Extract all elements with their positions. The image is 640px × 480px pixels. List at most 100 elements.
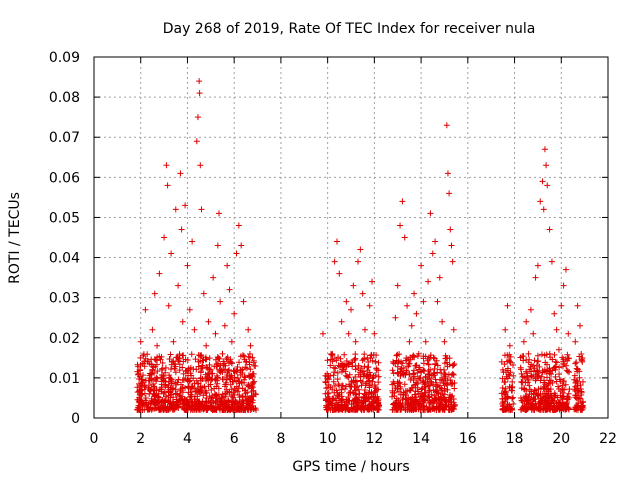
data-point [366, 377, 373, 384]
data-point [429, 250, 436, 257]
data-point [135, 370, 142, 377]
data-point [449, 362, 456, 369]
data-point [540, 206, 547, 213]
data-point [347, 390, 354, 397]
data-point [177, 387, 184, 394]
data-point [432, 238, 439, 245]
data-point [438, 387, 445, 394]
data-point [519, 353, 526, 360]
data-point [249, 380, 256, 387]
data-point [509, 378, 516, 385]
data-point [172, 206, 179, 213]
data-point [410, 367, 417, 374]
data-point [359, 357, 366, 364]
data-point [534, 262, 541, 269]
data-point [574, 405, 581, 412]
data-point [207, 381, 214, 388]
data-point [506, 358, 513, 365]
data-point [336, 270, 343, 277]
data-point [523, 398, 530, 405]
data-point [531, 386, 538, 393]
data-point [374, 405, 381, 412]
data-point [151, 393, 158, 400]
y-tick-label: 0.05 [49, 210, 80, 226]
data-point [214, 353, 221, 360]
data-point [252, 390, 259, 397]
data-point [329, 358, 336, 365]
data-point [187, 364, 194, 371]
data-point [171, 365, 178, 372]
data-point [441, 397, 448, 404]
data-point [139, 360, 146, 367]
x-tick-label: 22 [599, 431, 617, 447]
data-point [562, 401, 569, 408]
data-point [535, 392, 542, 399]
data-point [352, 387, 359, 394]
data-point [544, 374, 551, 381]
data-point [544, 182, 551, 189]
data-point [571, 406, 578, 413]
data-point [521, 374, 528, 381]
data-point [530, 374, 537, 381]
data-point [421, 395, 428, 402]
data-point [556, 364, 563, 371]
data-point [510, 362, 517, 369]
data-point [448, 242, 455, 249]
data-point [226, 366, 233, 373]
data-point [446, 355, 453, 362]
data-point [556, 400, 563, 407]
data-point [395, 358, 402, 365]
data-point [431, 365, 438, 372]
data-point [156, 353, 163, 360]
data-point [432, 376, 439, 383]
data-point [176, 397, 183, 404]
data-point [425, 371, 432, 378]
data-point [206, 366, 213, 373]
data-point [168, 376, 175, 383]
data-point [343, 383, 350, 390]
data-point [523, 318, 530, 325]
data-point [434, 383, 441, 390]
data-point [539, 178, 546, 185]
data-point [446, 190, 453, 197]
data-point [572, 387, 579, 394]
data-point [181, 396, 188, 403]
data-point [363, 373, 370, 380]
data-point [166, 399, 173, 406]
data-point [415, 375, 422, 382]
data-point [175, 282, 182, 289]
data-point [210, 274, 217, 281]
data-point [433, 379, 440, 386]
data-point [501, 390, 508, 397]
data-point [392, 384, 399, 391]
data-point [157, 356, 164, 363]
data-point [210, 406, 217, 413]
data-point [557, 405, 564, 412]
data-point [350, 282, 357, 289]
data-point [565, 330, 572, 337]
x-tick-label: 16 [459, 431, 477, 447]
data-point [375, 379, 382, 386]
data-point [509, 387, 516, 394]
y-tick-label: 0.09 [49, 50, 80, 66]
data-point [136, 391, 143, 398]
data-point [420, 360, 427, 367]
data-point [197, 352, 204, 359]
data-point [439, 318, 446, 325]
data-point [250, 406, 257, 413]
data-point [541, 390, 548, 397]
data-point [239, 396, 246, 403]
data-point [524, 379, 531, 386]
data-point [510, 400, 517, 407]
data-point [416, 393, 423, 400]
data-point [224, 397, 231, 404]
data-point [206, 399, 213, 406]
data-point [422, 338, 429, 345]
data-point [433, 357, 440, 364]
data-point [575, 400, 582, 407]
data-point [332, 395, 339, 402]
data-point [137, 338, 144, 345]
data-point [406, 338, 413, 345]
data-point [404, 388, 411, 395]
data-point [443, 380, 450, 387]
